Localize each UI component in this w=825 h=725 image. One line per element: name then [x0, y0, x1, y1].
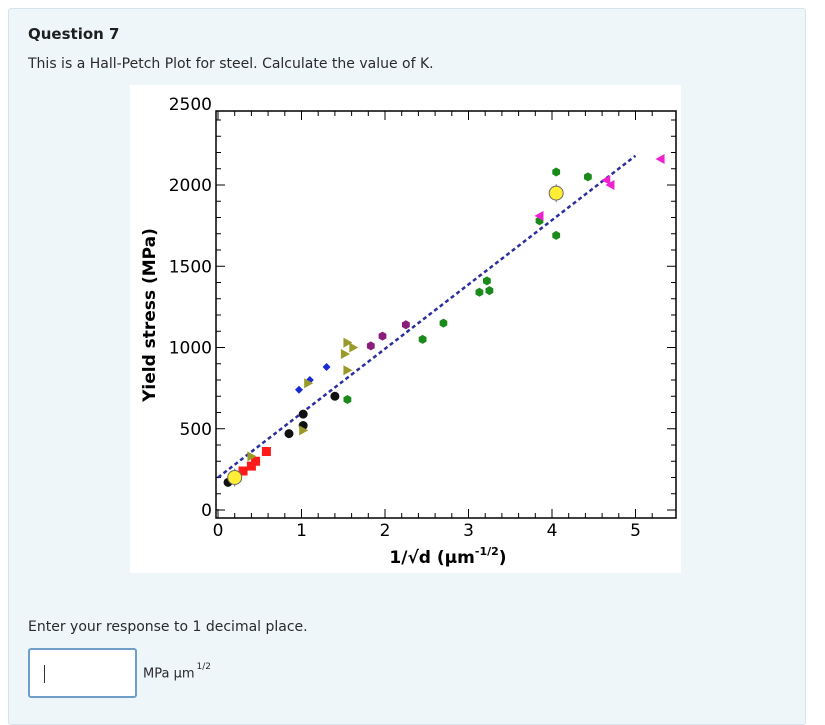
data-point [655, 154, 665, 164]
y-tick-label: 0 [201, 501, 212, 521]
data-point [340, 349, 350, 359]
x-tick-label: 4 [547, 521, 558, 541]
answer-unit: MPa µm 1/2 [143, 662, 211, 682]
text-caret [44, 665, 45, 683]
data-point [349, 342, 359, 353]
plot-frame [215, 110, 677, 519]
question-card: Question 7 This is a Hall-Petch Plot for… [8, 8, 806, 725]
fit-line [217, 154, 637, 479]
x-tick-label: 2 [380, 521, 391, 541]
data-point [534, 210, 544, 221]
data-point [378, 331, 387, 341]
data-point [261, 447, 271, 456]
x-tick-label: 1 [296, 521, 307, 541]
data-point [299, 425, 309, 436]
data-point [366, 341, 375, 351]
data-point [605, 180, 615, 190]
response-instruction: Enter your response to 1 decimal place. [28, 619, 308, 635]
answer-input[interactable] [28, 648, 137, 698]
data-point [584, 172, 592, 182]
data-point [552, 167, 561, 177]
data-point [247, 451, 257, 462]
hall-petch-chart: 0 1 2 3 4 5 0 500 1000 1500 2000 2500 Yield stress … [130, 85, 681, 573]
data-point [418, 334, 427, 344]
data-point [483, 276, 491, 286]
data-point [548, 185, 564, 201]
chart-svg: 0 1 2 3 4 5 0 500 1000 1500 2000 2500 Yield stress … [140, 95, 677, 568]
data-point [284, 429, 294, 439]
data-point [552, 230, 561, 240]
unit-text: MPa µm [143, 666, 195, 682]
y-tick-label: 1000 [169, 339, 212, 359]
y-axis-label: Yield stress (MPa) [140, 228, 160, 403]
data-point [294, 385, 303, 394]
data-point [251, 456, 261, 466]
x-tick-label: 3 [463, 521, 474, 541]
data-point [601, 175, 611, 186]
x-axis-label: 1/√d (µm-1/2) [389, 545, 506, 568]
data-point [246, 461, 256, 471]
data-point [402, 320, 410, 330]
x-tick-label: 0 [213, 521, 224, 541]
data-point [227, 470, 243, 485]
x-tick-label: 5 [630, 521, 641, 541]
data-point [238, 466, 248, 476]
data-point [298, 409, 308, 419]
unit-exponent: 1/2 [196, 662, 211, 672]
y-tick-label: 1500 [169, 257, 212, 277]
data-point [330, 391, 340, 401]
y-tick-label: 2000 [169, 176, 212, 196]
y-tick-label: 500 [180, 420, 212, 440]
data-point [322, 363, 331, 371]
data-point [343, 365, 353, 376]
data-point [343, 395, 352, 404]
data-point [439, 318, 448, 328]
data-point [343, 337, 353, 348]
data-point [485, 286, 494, 296]
question-title: Question 7 [28, 25, 120, 43]
question-text: This is a Hall-Petch Plot for steel. Cal… [28, 56, 434, 72]
data-point [304, 378, 314, 389]
y-tick-label: 2500 [169, 95, 212, 115]
data-point [475, 287, 484, 297]
